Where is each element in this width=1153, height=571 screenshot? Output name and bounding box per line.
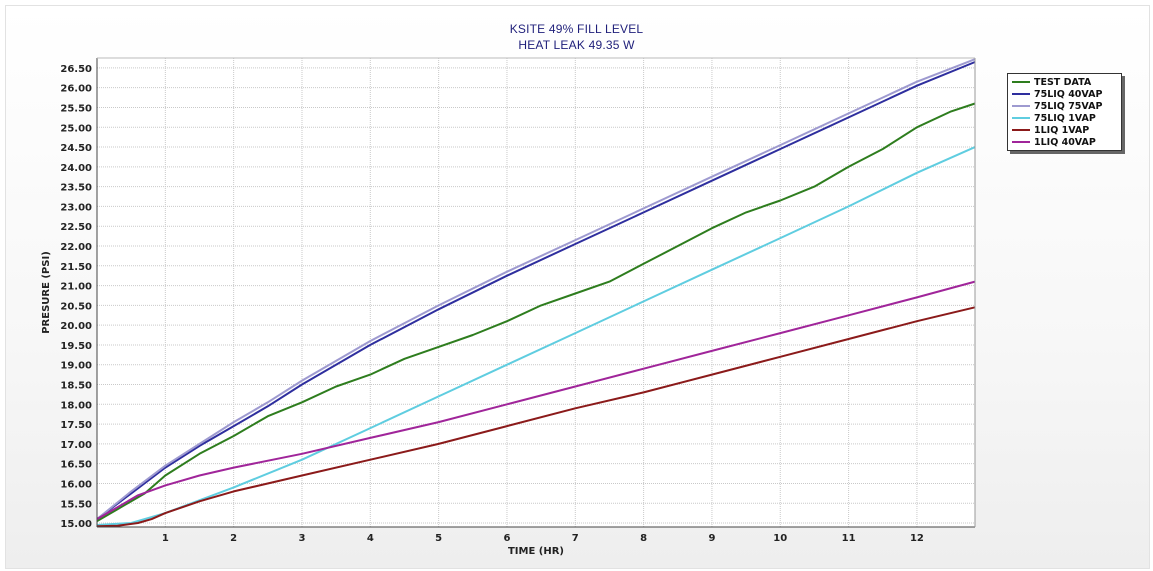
legend-label: 75LIQ 1VAP (1034, 112, 1096, 124)
legend-swatch (1012, 81, 1030, 83)
legend-label: 1LIQ 40VAP (1034, 136, 1096, 148)
legend-label: 1LIQ 1VAP (1034, 124, 1090, 136)
series-line-test-data (96, 102, 976, 522)
y-tick-label: 26.00 (60, 84, 92, 95)
series-line-1liq-1vap (96, 306, 976, 528)
legend-swatch (1012, 129, 1030, 131)
series-line-75liq-40vap (96, 61, 976, 520)
legend-label: TEST DATA (1034, 76, 1092, 88)
x-tick-label: 10 (773, 533, 787, 544)
x-tick-label: 6 (503, 533, 510, 544)
x-tick-label: 12 (910, 533, 924, 544)
legend-item: 75LIQ 75VAP (1012, 100, 1117, 112)
x-tick-label: 9 (708, 533, 715, 544)
y-tick-label: 22.00 (60, 242, 92, 253)
y-axis-label: PRESURE (PSI) (41, 251, 52, 334)
x-axis-label: TIME (HR) (508, 546, 564, 557)
legend-swatch (1012, 117, 1030, 119)
x-tick-label: 5 (435, 533, 442, 544)
y-tick-label: 15.50 (60, 499, 92, 510)
x-tick-label: 7 (572, 533, 579, 544)
y-tick-label: 16.00 (60, 479, 92, 490)
x-tick-label: 4 (367, 533, 374, 544)
y-tick-label: 23.00 (60, 202, 92, 213)
y-tick-label: 20.50 (60, 301, 92, 312)
y-tick-label: 25.50 (60, 103, 92, 114)
y-tick-label: 15.00 (60, 519, 92, 530)
plot-area (97, 58, 975, 527)
y-tick-label: 19.00 (60, 361, 92, 372)
y-tick-label: 21.50 (60, 262, 92, 273)
x-tick-label: 3 (298, 533, 305, 544)
chart-subtitle: HEAT LEAK 49.35 W (518, 38, 635, 52)
plot-background (97, 58, 975, 527)
y-tick-label: 25.00 (60, 123, 92, 134)
legend-item: 1LIQ 1VAP (1012, 124, 1117, 136)
legend-label: 75LIQ 75VAP (1034, 100, 1103, 112)
y-tick-label: 21.00 (60, 282, 92, 293)
y-tick-label: 23.50 (60, 183, 92, 194)
x-tick-label: 8 (640, 533, 647, 544)
x-tick-label: 11 (842, 533, 856, 544)
legend-item: 75LIQ 1VAP (1012, 112, 1117, 124)
y-tick-label: 24.00 (60, 163, 92, 174)
tick-labels: 15.00 15.50 16.00 16.50 17.00 17.50 18.00 18.50… (60, 64, 924, 544)
x-tick-label: 1 (162, 533, 169, 544)
y-tick-label: 24.50 (60, 143, 92, 154)
y-tick-label: 17.00 (60, 440, 92, 451)
x-tick-label: 2 (230, 533, 237, 544)
legend-swatch (1012, 93, 1030, 95)
legend-swatch (1012, 141, 1030, 143)
legend-item: 75LIQ 40VAP (1012, 88, 1117, 100)
axes (96, 57, 976, 528)
legend-item: TEST DATA (1012, 76, 1117, 88)
y-tick-label: 17.50 (60, 420, 92, 431)
legend-label: 75LIQ 40VAP (1034, 88, 1103, 100)
series-line-75liq-75vap (96, 58, 976, 520)
legend-swatch (1012, 105, 1030, 107)
y-tick-label: 18.00 (60, 400, 92, 411)
legend: TEST DATA 75LIQ 40VAP 75LIQ 75VAP 75LIQ 1VA… (1007, 73, 1122, 151)
chart-title: KSITE 49% FILL LEVEL (509, 22, 644, 36)
series-lines (96, 58, 976, 528)
series-line-1liq-40vap (96, 280, 976, 520)
y-tick-label: 26.50 (60, 64, 92, 75)
y-tick-label: 22.50 (60, 222, 92, 233)
y-tick-label: 16.50 (60, 460, 92, 471)
y-tick-label: 20.00 (60, 321, 92, 332)
legend-item: 1LIQ 40VAP (1012, 136, 1117, 148)
y-tick-label: 19.50 (60, 341, 92, 352)
y-tick-label: 18.50 (60, 381, 92, 392)
gridlines (97, 58, 975, 527)
